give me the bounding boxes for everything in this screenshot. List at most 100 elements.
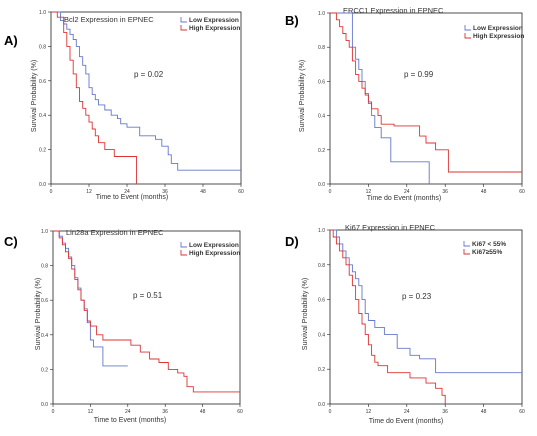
- chart-title: ERCC1 Expression in EPNEC: [343, 6, 444, 15]
- y-tick-label: 1.0: [318, 11, 325, 17]
- y-tick-label: 0.0: [318, 402, 325, 408]
- x-tick-label: 0: [329, 409, 332, 415]
- y-tick-label: 0.8: [318, 263, 325, 269]
- x-tick-label: 36: [442, 189, 448, 195]
- chart-title: Lin28a Expression in EPNEC: [66, 228, 164, 237]
- x-tick-label: 12: [366, 189, 372, 195]
- survival-curve-high: [51, 11, 137, 184]
- km-chart-ercc1: ERCC1 Expression in EPNEC 0.0 0.2 0.4 0.6 0.8…: [299, 6, 525, 202]
- panel-label-a: A): [4, 33, 18, 48]
- panel-c: C) Lin28a Expression in EPNEC 0.0 0.2 0.4 0.…: [0, 218, 268, 436]
- y-tick-label: 0.0: [318, 182, 325, 188]
- y-axis-label: Survival Probability (%): [35, 278, 42, 350]
- x-axis-label: Time to Event (months): [94, 417, 167, 424]
- legend-label: Low Expression: [189, 242, 239, 249]
- plot-frame: [329, 12, 523, 185]
- legend-label: Low Expression: [473, 25, 523, 32]
- x-tick-label: 36: [442, 409, 448, 415]
- x-tick-label: 0: [50, 189, 53, 195]
- survival-curve-high: [53, 230, 240, 393]
- panel-label-c: C): [4, 234, 18, 249]
- x-tick-label: 24: [404, 189, 410, 195]
- x-tick-label: 12: [366, 409, 372, 415]
- y-tick-label: 0.4: [318, 332, 325, 338]
- p-value-annotation: p = 0.51: [133, 291, 163, 300]
- legend-swatch: [463, 249, 470, 255]
- x-tick-label: 48: [481, 189, 487, 195]
- legend-label: High Expression: [189, 250, 240, 257]
- y-tick-label: 0.6: [318, 298, 325, 304]
- y-tick-label: 0.2: [39, 148, 46, 154]
- y-tick-label: 0.8: [41, 264, 48, 270]
- x-tick-label: 0: [52, 409, 55, 415]
- x-tick-label: 0: [329, 189, 332, 195]
- y-tick-label: 0.4: [318, 114, 325, 120]
- y-axis-label: Survival Probability (%): [302, 278, 309, 350]
- legend-swatch: [464, 33, 471, 39]
- legend-label: High Expression: [189, 25, 240, 32]
- survival-curve-low: [51, 11, 241, 171]
- p-value-annotation: p = 0.02: [134, 70, 164, 79]
- x-tick-label: 24: [125, 409, 131, 415]
- y-tick-label: 0.6: [318, 79, 325, 85]
- x-tick-label: 24: [404, 409, 410, 415]
- x-tick-label: 12: [88, 409, 94, 415]
- legend-swatch: [180, 242, 187, 248]
- y-tick-label: 0.4: [39, 113, 46, 119]
- panel-a: A) Bcl2 Expression in EPNEC 0.0 0.2 0.4 0.6 0…: [0, 0, 268, 218]
- p-value-annotation: p = 0.23: [402, 292, 432, 301]
- x-axis-label: Time do Event (months): [369, 418, 443, 425]
- chart-title: Ki67 Expression in EPNEC: [345, 223, 436, 232]
- x-tick-label: 12: [86, 189, 92, 195]
- x-tick-label: 36: [162, 409, 168, 415]
- legend-label: Low Expression: [189, 17, 239, 24]
- legend-swatch: [180, 17, 187, 23]
- km-chart-lin28a: Lin28a Expression in EPNEC 0.0 0.2 0.4 0.6 0.…: [35, 228, 243, 424]
- y-tick-label: 0.8: [318, 45, 325, 51]
- chart-title: Bcl2 Expression in EPNEC: [64, 15, 154, 24]
- survival-curve-high: [330, 12, 522, 173]
- panel-b: B) ERCC1 Expression in EPNEC 0.0 0.2 0.4 0.6…: [269, 0, 537, 218]
- survival-curve-high: [330, 229, 446, 404]
- x-tick-label: 60: [237, 409, 243, 415]
- x-tick-label: 60: [519, 189, 525, 195]
- legend-swatch: [463, 241, 470, 247]
- y-tick-label: 0.6: [39, 79, 46, 85]
- y-tick-label: 0.0: [39, 182, 46, 188]
- km-chart-ki67: Ki67 Expression in EPNEC 0.0 0.2 0.4 0.6 0.8 1…: [302, 223, 525, 425]
- y-tick-label: 0.6: [41, 298, 48, 304]
- plot-frame: [329, 229, 523, 405]
- legend-label: Ki67 < 55%: [472, 241, 506, 248]
- y-axis-label: Survival Probability (%): [299, 60, 306, 132]
- x-tick-label: 60: [238, 189, 244, 195]
- panel-label-d: D): [285, 234, 299, 249]
- legend-swatch: [464, 25, 471, 31]
- legend-swatch: [180, 25, 187, 31]
- panel-label-b: B): [285, 13, 299, 28]
- y-tick-label: 0.2: [41, 367, 48, 373]
- x-tick-label: 60: [519, 409, 525, 415]
- p-value-annotation: p = 0.99: [404, 70, 434, 79]
- y-axis-label: Survival Probability (%): [31, 60, 38, 132]
- y-tick-label: 1.0: [41, 229, 48, 235]
- x-tick-label: 36: [162, 189, 168, 195]
- y-tick-label: 0.4: [41, 333, 48, 339]
- x-axis-label: Time do Event (months): [367, 195, 441, 202]
- panel-d: D) Ki67 Expression in EPNEC 0.0 0.2 0.4 0.6 0…: [269, 218, 537, 436]
- y-tick-label: 0.2: [318, 148, 325, 154]
- y-tick-label: 0.0: [41, 402, 48, 408]
- y-tick-label: 1.0: [318, 228, 325, 234]
- plot-frame: [50, 11, 242, 185]
- x-tick-label: 24: [124, 189, 130, 195]
- legend-swatch: [180, 250, 187, 256]
- plot-frame: [52, 230, 241, 405]
- survival-curve-low: [53, 230, 128, 367]
- x-tick-label: 48: [200, 189, 206, 195]
- y-tick-label: 1.0: [39, 10, 46, 16]
- x-axis-label: Time to Event (months): [96, 194, 169, 201]
- y-tick-label: 0.2: [318, 367, 325, 373]
- x-tick-label: 48: [481, 409, 487, 415]
- y-tick-label: 0.8: [39, 44, 46, 50]
- survival-curve-low: [330, 12, 430, 184]
- x-tick-label: 48: [200, 409, 206, 415]
